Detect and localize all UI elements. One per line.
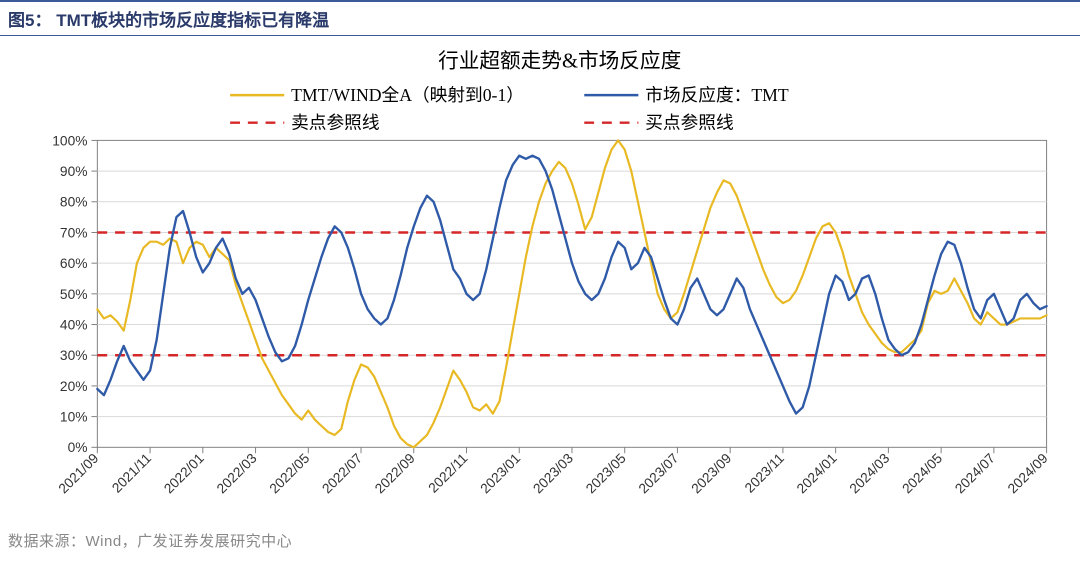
chart-container: 行业超额走势&市场反应度 TMT/WIND全A（映射到0-1） 市场反应度：TMT 卖… [0, 36, 1080, 526]
y-tick-label: 100% [52, 133, 87, 148]
x-tick-label: 2024/05 [899, 450, 945, 496]
x-tick-label: 2023/09 [688, 451, 734, 497]
figure-header: 图5： TMT板块的市场反应度指标已有降温 [0, 0, 1080, 36]
x-tick-label: 2022/09 [372, 451, 418, 497]
x-tick-label: 2022/05 [267, 450, 313, 496]
figure-title: TMT板块的市场反应度指标已有降温 [56, 11, 329, 30]
svg-text:TMT/WIND全A（映射到0-1）: TMT/WIND全A（映射到0-1） [291, 85, 524, 105]
y-tick-label: 30% [60, 348, 88, 363]
y-tick-label: 80% [60, 195, 88, 210]
x-tick-label: 2023/01 [478, 451, 524, 497]
x-tick-label: 2022/01 [161, 451, 207, 497]
svg-text:卖点参照线: 卖点参照线 [291, 113, 380, 133]
x-tick-label: 2024/07 [952, 451, 998, 497]
x-tick-label: 2022/11 [426, 451, 471, 496]
figure-source: 数据来源：Wind，广发证券发展研究中心 [0, 526, 1080, 551]
legend-item: 市场反应度：TMT [584, 85, 789, 105]
y-tick-label: 20% [60, 379, 88, 394]
svg-text:市场反应度：TMT: 市场反应度：TMT [645, 85, 789, 105]
x-tick-label: 2023/05 [583, 450, 629, 496]
y-tick-label: 90% [60, 164, 88, 179]
y-tick-label: 50% [60, 287, 88, 302]
x-tick-label: 2024/09 [1005, 451, 1051, 497]
x-tick-label: 2021/09 [56, 451, 102, 497]
x-tick-label: 2023/03 [530, 450, 576, 496]
legend-item: TMT/WIND全A（映射到0-1） [230, 85, 524, 105]
legend-item: 卖点参照线 [230, 113, 380, 133]
y-tick-label: 60% [60, 256, 88, 271]
svg-text:买点参照线: 买点参照线 [645, 113, 734, 133]
figure-label: 图5： [8, 11, 51, 30]
y-tick-label: 70% [60, 225, 88, 240]
chart-title: 行业超额走势&市场反应度 [438, 50, 681, 73]
x-tick-label: 2022/03 [214, 450, 260, 496]
x-tick-label: 2021/11 [109, 451, 154, 496]
y-tick-label: 10% [60, 410, 88, 425]
x-tick-label: 2023/11 [742, 451, 787, 496]
legend-item: 买点参照线 [584, 113, 734, 133]
chart-svg: 行业超额走势&市场反应度 TMT/WIND全A（映射到0-1） 市场反应度：TMT 卖… [10, 44, 1070, 526]
x-tick-label: 2024/01 [794, 451, 840, 497]
x-tick-label: 2022/07 [319, 451, 365, 497]
y-tick-label: 0% [68, 440, 88, 455]
y-tick-label: 40% [60, 317, 88, 332]
series_reaction [97, 156, 1046, 414]
x-tick-label: 2024/03 [847, 450, 893, 496]
x-tick-label: 2023/07 [636, 451, 682, 497]
